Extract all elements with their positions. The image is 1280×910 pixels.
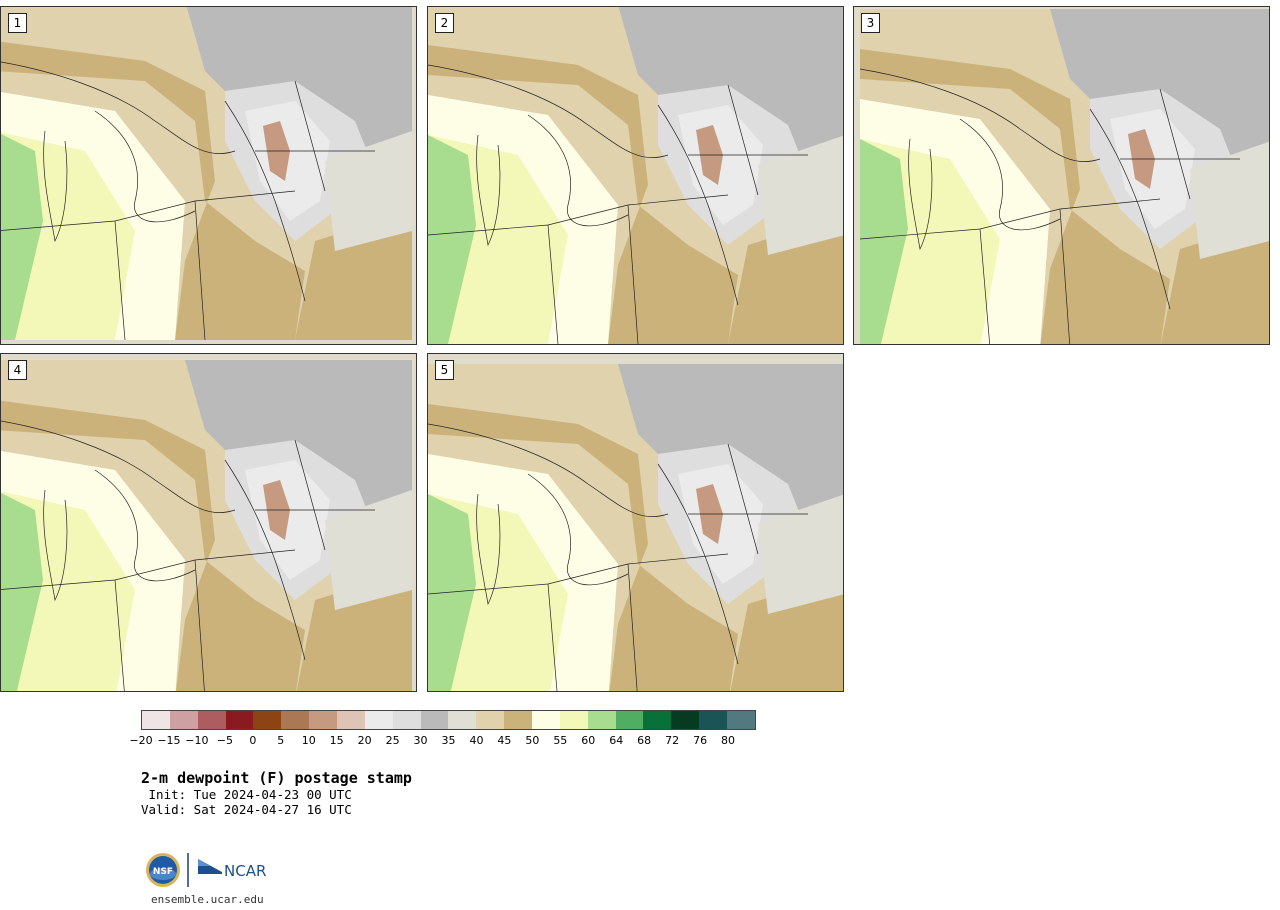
colorbar-tick-label: −15 bbox=[157, 734, 181, 747]
colorbar-swatch bbox=[364, 711, 393, 729]
plot-title: 2-m dewpoint (F) postage stamp bbox=[141, 769, 412, 787]
colorbar-tick-label: 60 bbox=[581, 734, 596, 747]
map-panel-1: 1 bbox=[0, 6, 417, 345]
colorbar-tick-label: 35 bbox=[441, 734, 456, 747]
colorbar-swatch bbox=[699, 711, 728, 729]
panel-number: 4 bbox=[8, 360, 27, 380]
colorbar-tick-label: 80 bbox=[721, 734, 736, 747]
init-time: Init: Tue 2024-04-23 00 UTC bbox=[141, 787, 352, 802]
colorbar-tick-label: 15 bbox=[329, 734, 344, 747]
map-panel-2: 2 bbox=[427, 6, 844, 345]
dewpoint-map bbox=[428, 364, 843, 691]
nsf-logo-icon: NSF bbox=[146, 853, 180, 887]
dewpoint-map bbox=[1, 360, 412, 691]
colorbar-swatch bbox=[727, 711, 755, 729]
colorbar-tick-label: 30 bbox=[413, 734, 428, 747]
colorbar-swatch bbox=[476, 711, 505, 729]
colorbar-tick-label: 20 bbox=[357, 734, 372, 747]
ncar-logo-icon: NCAR bbox=[198, 859, 266, 880]
colorbar-tick-label: 25 bbox=[385, 734, 400, 747]
panel-number: 3 bbox=[861, 13, 880, 33]
colorbar-tick-label: 5 bbox=[277, 734, 285, 747]
colorbar-swatch bbox=[615, 711, 644, 729]
colorbar-tick-label: 64 bbox=[609, 734, 624, 747]
colorbar-swatch bbox=[448, 711, 477, 729]
colorbar-tick-label: 50 bbox=[525, 734, 540, 747]
map-panel-4: 4 bbox=[0, 353, 417, 692]
colorbar-tick-label: 45 bbox=[497, 734, 512, 747]
colorbar-swatch bbox=[169, 711, 198, 729]
map-panel-5: 5 bbox=[427, 353, 844, 692]
colorbar-tick-label: 10 bbox=[301, 734, 316, 747]
panel-number: 2 bbox=[435, 13, 454, 33]
colorbar-tick-label: 72 bbox=[665, 734, 680, 747]
map-panel-3: 3 bbox=[853, 6, 1270, 345]
colorbar-swatch bbox=[504, 711, 533, 729]
colorbar-tick-label: 0 bbox=[249, 734, 257, 747]
panel-number: 5 bbox=[435, 360, 454, 380]
colorbar-swatch bbox=[309, 711, 338, 729]
svg-text:NCAR: NCAR bbox=[224, 862, 266, 880]
colorbar-tick-label: 55 bbox=[553, 734, 568, 747]
colorbar-tick-label: 68 bbox=[637, 734, 652, 747]
colorbar-swatch bbox=[587, 711, 616, 729]
colorbar bbox=[141, 710, 756, 730]
colorbar-swatch bbox=[253, 711, 282, 729]
colorbar-swatch bbox=[532, 711, 560, 729]
colorbar-swatch bbox=[559, 711, 588, 729]
colorbar-swatch bbox=[671, 711, 700, 729]
colorbar-tick-label: 76 bbox=[693, 734, 708, 747]
dewpoint-map bbox=[859, 9, 1269, 344]
colorbar-swatch bbox=[142, 711, 170, 729]
colorbar-swatch bbox=[392, 711, 421, 729]
colorbar-ticks: −20 −15 −10 −5 0 5 10 15 20 25 30 35 40 45 50 55 60 64 68 7… bbox=[129, 734, 756, 748]
colorbar-swatch bbox=[643, 711, 672, 729]
colorbar-swatch bbox=[337, 711, 365, 729]
panel-number: 1 bbox=[8, 13, 27, 33]
colorbar-tick-label: −5 bbox=[216, 734, 233, 747]
colorbar-tick-label: −20 bbox=[129, 734, 153, 747]
colorbar-swatch bbox=[420, 711, 449, 729]
dewpoint-map bbox=[428, 7, 843, 344]
colorbar-swatch bbox=[225, 711, 254, 729]
colorbar-swatch bbox=[281, 711, 310, 729]
site-url: ensemble.ucar.edu bbox=[151, 893, 264, 906]
svg-text:NSF: NSF bbox=[153, 867, 173, 877]
nsf-ncar-logo: NSF NCAR bbox=[146, 853, 266, 887]
valid-time: Valid: Sat 2024-04-27 16 UTC bbox=[141, 802, 352, 817]
colorbar-tick-label: −10 bbox=[185, 734, 209, 747]
dewpoint-map bbox=[1, 7, 412, 341]
colorbar-tick-label: 40 bbox=[469, 734, 484, 747]
colorbar-swatch bbox=[197, 711, 226, 729]
